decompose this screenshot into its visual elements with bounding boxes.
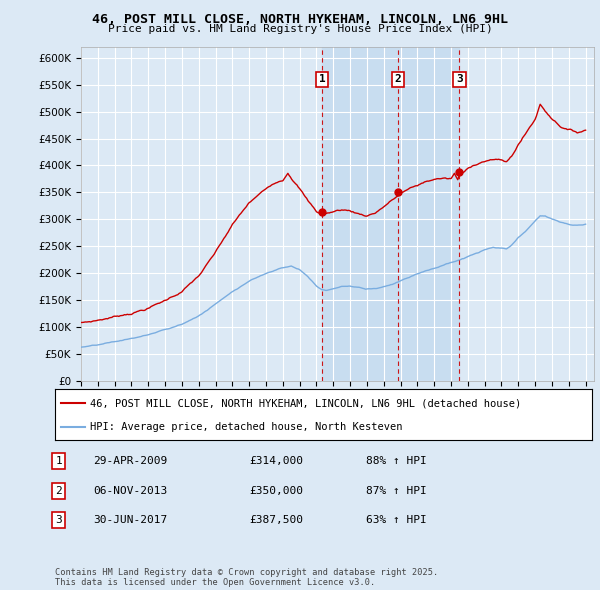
Text: 1: 1 xyxy=(55,457,62,466)
Text: Price paid vs. HM Land Registry's House Price Index (HPI): Price paid vs. HM Land Registry's House … xyxy=(107,24,493,34)
Text: 2: 2 xyxy=(55,486,62,496)
Bar xyxy=(398,47,460,381)
Text: 29-APR-2009: 29-APR-2009 xyxy=(93,457,167,466)
Text: 2: 2 xyxy=(395,74,401,84)
Text: £350,000: £350,000 xyxy=(249,486,303,496)
Text: 3: 3 xyxy=(456,74,463,84)
Text: 30-JUN-2017: 30-JUN-2017 xyxy=(93,516,167,525)
Text: 63% ↑ HPI: 63% ↑ HPI xyxy=(366,516,427,525)
Bar xyxy=(322,47,398,381)
Text: 46, POST MILL CLOSE, NORTH HYKEHAM, LINCOLN, LN6 9HL (detached house): 46, POST MILL CLOSE, NORTH HYKEHAM, LINC… xyxy=(90,398,521,408)
Text: 1: 1 xyxy=(319,74,325,84)
Text: 3: 3 xyxy=(55,516,62,525)
Text: £314,000: £314,000 xyxy=(249,457,303,466)
Text: 88% ↑ HPI: 88% ↑ HPI xyxy=(366,457,427,466)
Text: 87% ↑ HPI: 87% ↑ HPI xyxy=(366,486,427,496)
Text: 46, POST MILL CLOSE, NORTH HYKEHAM, LINCOLN, LN6 9HL: 46, POST MILL CLOSE, NORTH HYKEHAM, LINC… xyxy=(92,13,508,26)
Text: 06-NOV-2013: 06-NOV-2013 xyxy=(93,486,167,496)
Text: HPI: Average price, detached house, North Kesteven: HPI: Average price, detached house, Nort… xyxy=(90,422,403,432)
Text: £387,500: £387,500 xyxy=(249,516,303,525)
Text: Contains HM Land Registry data © Crown copyright and database right 2025.
This d: Contains HM Land Registry data © Crown c… xyxy=(55,568,439,587)
